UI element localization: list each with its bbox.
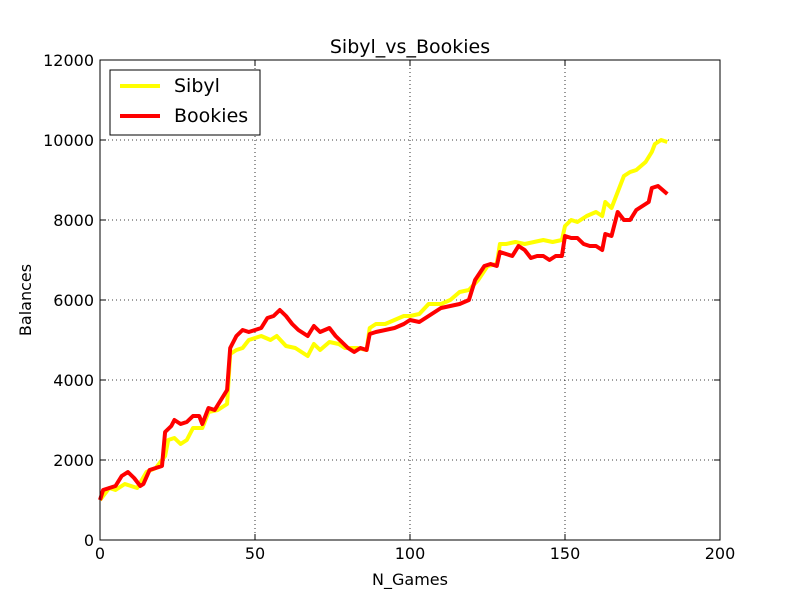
x-tick-label: 200 — [705, 544, 736, 563]
legend: Sibyl Bookies — [109, 69, 261, 136]
series-line-sibyl — [98, 138, 668, 502]
series-layer — [98, 138, 669, 502]
series-line-bookies — [98, 184, 669, 501]
legend-label-bookies: Bookies — [174, 105, 248, 127]
legend-box — [109, 69, 261, 136]
y-tick-label: 12000 — [43, 51, 94, 70]
x-tick-label: 50 — [245, 544, 265, 563]
y-tick-label: 2000 — [53, 451, 94, 470]
y-tick-label: 10000 — [43, 131, 94, 150]
x-tick-label: 150 — [550, 544, 581, 563]
y-axis-title: Balances — [16, 264, 35, 336]
x-tick-label: 0 — [95, 544, 105, 563]
legend-label-sibyl: Sibyl — [174, 75, 220, 97]
y-tick-label: 8000 — [53, 211, 94, 230]
y-tick-label: 4000 — [53, 371, 94, 390]
x-tick-label: 100 — [395, 544, 426, 563]
chart-title: Sibyl_vs_Bookies — [330, 36, 490, 58]
y-tick-label: 0 — [84, 531, 94, 550]
ticks — [99, 59, 721, 541]
y-tick-label: 6000 — [53, 291, 94, 310]
x-axis-title: N_Games — [372, 570, 448, 590]
